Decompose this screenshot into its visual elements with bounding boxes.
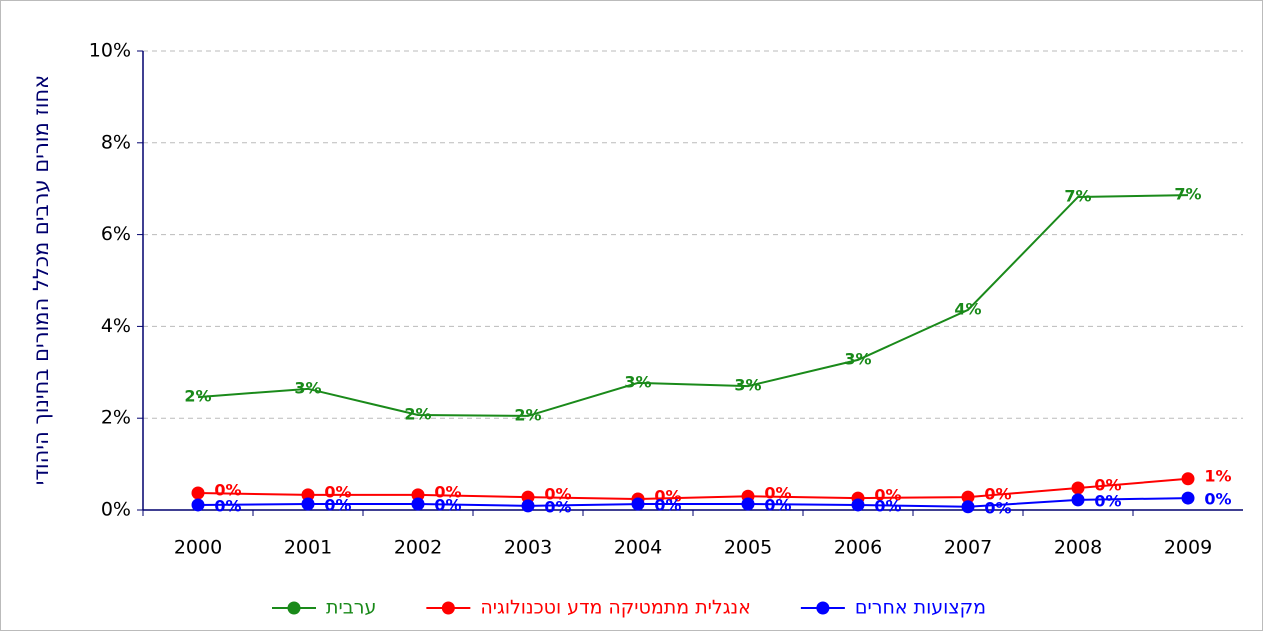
marker xyxy=(521,499,535,513)
marker xyxy=(961,490,975,504)
y-tick-label: 0% xyxy=(101,499,131,521)
marker xyxy=(301,497,315,511)
x-tick-label: 2009 xyxy=(1164,537,1212,559)
legend-marker xyxy=(816,601,830,615)
data-label: 7% xyxy=(1064,186,1091,205)
data-label: 2% xyxy=(404,404,431,423)
data-label: 3% xyxy=(294,378,321,397)
legend-label: אנגלית מתמטיקה מדע וטכנולוגיה xyxy=(480,597,751,619)
data-label: 0% xyxy=(1204,490,1231,509)
marker xyxy=(411,488,425,502)
data-label: 4% xyxy=(954,299,981,318)
x-tick-label: 2001 xyxy=(284,537,332,559)
data-label: 0% xyxy=(1094,491,1121,510)
marker xyxy=(191,498,205,512)
marker xyxy=(301,488,315,502)
marker xyxy=(1181,491,1195,505)
legend-label: מקצועות אחרים xyxy=(855,597,986,619)
data-label: 0% xyxy=(544,485,571,504)
x-tick-label: 2006 xyxy=(834,537,882,559)
data-label: 0% xyxy=(654,486,681,505)
y-tick-label: 10% xyxy=(89,40,131,62)
data-label: 0% xyxy=(874,486,901,505)
data-label: 0% xyxy=(874,496,901,515)
data-label: 1% xyxy=(1204,466,1231,485)
data-label: 0% xyxy=(544,497,571,516)
y-axis-label: אחוז מורים ערבים מכלל המורים בחינוך היהו… xyxy=(29,75,53,485)
data-label: 0% xyxy=(324,482,351,501)
marker xyxy=(1181,472,1195,486)
y-tick-label: 2% xyxy=(101,407,131,429)
marker xyxy=(961,500,975,514)
data-label: 2% xyxy=(514,405,541,424)
data-label: 0% xyxy=(984,485,1011,504)
marker xyxy=(1071,493,1085,507)
legend-marker xyxy=(287,601,301,615)
y-tick-label: 6% xyxy=(101,223,131,245)
marker xyxy=(411,497,425,511)
series-line xyxy=(197,194,1189,417)
data-label: 3% xyxy=(734,376,761,395)
data-label: 0% xyxy=(434,482,461,501)
marker xyxy=(191,486,205,500)
data-label: 0% xyxy=(654,496,681,515)
marker xyxy=(741,497,755,511)
data-label: 7% xyxy=(1174,185,1201,204)
y-tick-label: 4% xyxy=(101,315,131,337)
data-label: 0% xyxy=(214,481,241,500)
marker xyxy=(631,497,645,511)
data-label: 0% xyxy=(984,498,1011,517)
data-label: 3% xyxy=(844,349,871,368)
series-line xyxy=(197,477,1189,500)
data-label: 0% xyxy=(434,496,461,515)
x-tick-label: 2000 xyxy=(174,537,222,559)
x-tick-label: 2002 xyxy=(394,537,442,559)
x-tick-label: 2007 xyxy=(944,537,992,559)
x-tick-label: 2005 xyxy=(724,537,772,559)
data-label: 0% xyxy=(764,484,791,503)
data-label: 0% xyxy=(214,496,241,515)
y-tick-label: 8% xyxy=(101,131,131,153)
x-tick-label: 2003 xyxy=(504,537,552,559)
legend-marker xyxy=(441,601,455,615)
marker xyxy=(1071,481,1085,495)
data-label: 0% xyxy=(1094,475,1121,494)
data-label: 0% xyxy=(764,496,791,515)
data-label: 0% xyxy=(324,496,351,515)
x-tick-label: 2004 xyxy=(614,537,662,559)
series-line xyxy=(197,497,1189,508)
data-label: 3% xyxy=(624,372,651,391)
marker xyxy=(851,498,865,512)
data-label: 2% xyxy=(184,387,211,406)
x-tick-label: 2008 xyxy=(1054,537,1102,559)
legend-label: ערבית xyxy=(326,597,376,619)
